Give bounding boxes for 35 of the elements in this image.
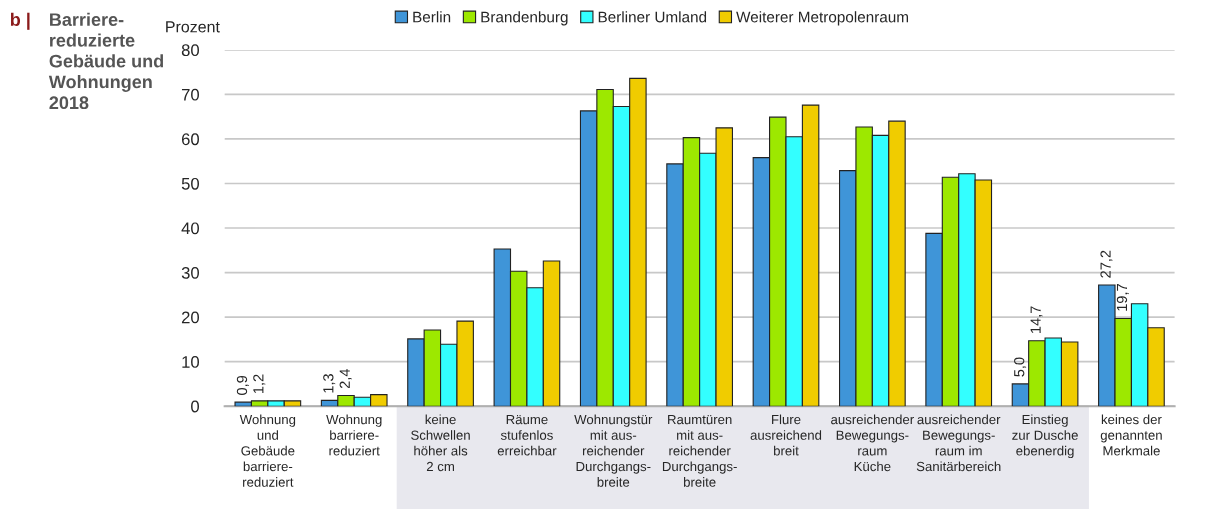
x-tick-label: ausreichender Bewegungs- raum Küche: [831, 414, 914, 472]
x-tick-label: Flure ausreichend breit: [750, 414, 822, 456]
data-label: 1,3: [323, 374, 336, 393]
y-tick-label: 0: [191, 400, 200, 413]
y-tick-label: 20: [181, 311, 200, 324]
x-tick-label: Wohnung barriere- reduziert: [326, 414, 382, 456]
legend-label: Berliner Umland: [598, 11, 707, 23]
data-label: 0,9: [236, 375, 249, 395]
data-label: 27,2: [1100, 250, 1113, 278]
data-label: 5,0: [1014, 357, 1027, 377]
legend-label: Berlin: [413, 11, 451, 23]
x-tick-label: Wohnungstür mit aus- reichender Durchgangs- breite: [574, 414, 653, 487]
x-tick-label: keine Schwellen höher als 2 cm: [411, 414, 470, 472]
x-tick-label: keines der genannten Merkmale: [1100, 414, 1162, 456]
legend-label: Brandenburg: [481, 11, 568, 26]
x-tick-label: ausreichender Bewegungs- raum im Sanitärbereich: [916, 414, 1001, 472]
y-tick-label: 60: [181, 133, 200, 146]
chart-title: Barriere- reduzierte Gebäude und Wohnungen 2018: [48, 12, 164, 110]
y-axis-title: Prozent: [166, 21, 220, 33]
data-label: 19,7: [1116, 284, 1129, 311]
text: b |: [10, 12, 30, 30]
y-tick-label: 50: [181, 177, 200, 190]
data-label: 2,4: [339, 368, 352, 389]
legend-label: Weiterer Metropolenraum: [736, 11, 909, 26]
y-tick-label: 70: [181, 88, 200, 101]
x-tick-label: Räume stufenlos erreichbar: [497, 415, 557, 456]
y-tick-label: 30: [181, 266, 200, 279]
x-tick-label: Wohnung und Gebäude barriere- reduziert: [239, 414, 296, 487]
x-tick-label: Einstieg zur Dusche ebenerdig: [1012, 414, 1078, 459]
y-tick-label: 80: [181, 44, 200, 57]
x-tick-label: Raumtüren mit aus- reichender Durchgangs- breite: [662, 415, 737, 487]
data-label: 14,7: [1030, 306, 1043, 333]
y-tick-label: 10: [182, 356, 200, 368]
y-tick-label: 40: [181, 222, 200, 235]
data-label: 1,2: [253, 374, 266, 394]
